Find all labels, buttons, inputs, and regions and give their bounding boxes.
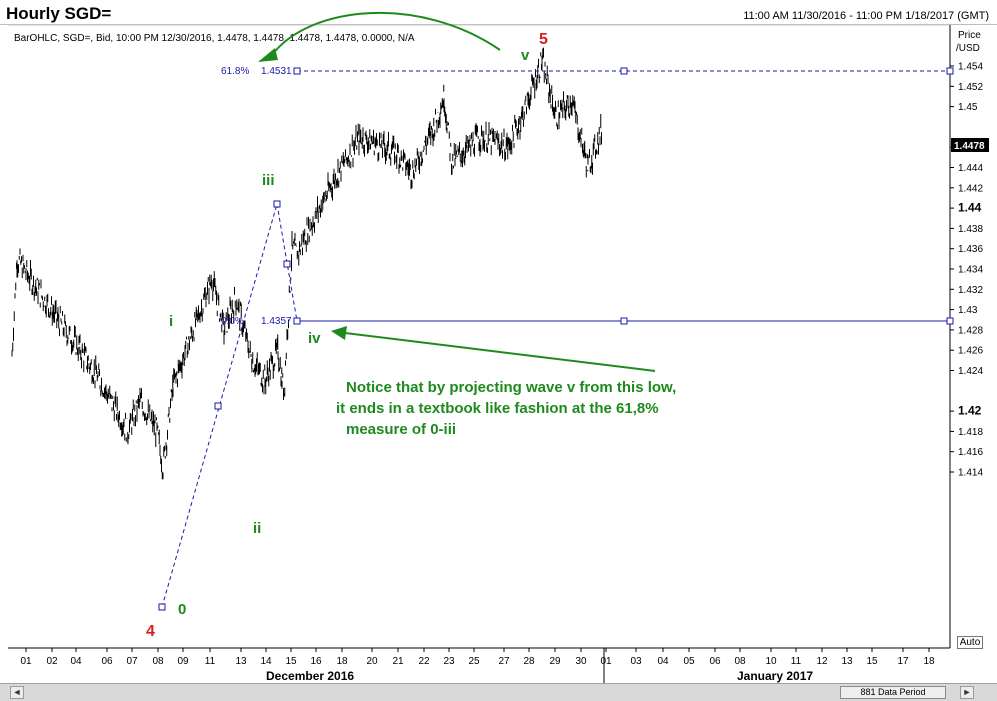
x-tick-label: 10 (765, 656, 777, 667)
y-tick-label: 1.442 (958, 183, 983, 194)
wave-label-5: 5 (539, 31, 548, 48)
x-tick-label: 13 (841, 656, 853, 667)
x-tick-label: 12 (816, 656, 828, 667)
annotation-line-3: measure of 0-iii (346, 421, 456, 438)
y-tick-label: 1.454 (958, 62, 983, 73)
x-tick-label: 04 (70, 656, 82, 667)
x-axis-ticks: 01 02 04 06 07 08 09 11 13 14 15 16 18 20 21 22 23 25 27 28… (20, 648, 935, 667)
curved-arrow (271, 11, 501, 56)
x-tick-label: 20 (366, 656, 378, 667)
y-tick-label: 1.44 (958, 201, 982, 215)
x-tick-label: 15 (285, 656, 297, 667)
y-tick-label: 1.418 (958, 427, 983, 438)
x-tick-label: 23 (443, 656, 455, 667)
curved-arrow-head (258, 48, 278, 62)
x-tick-label: 11 (791, 656, 802, 667)
last-price-box (951, 138, 989, 152)
y-tick-label: 1.43 (958, 305, 978, 316)
price-bars (11, 47, 602, 480)
y-tick-label: 1.434 (958, 265, 983, 276)
chart-title: Hourly SGD= (6, 4, 112, 23)
fib-618-price: 1.4531 (261, 66, 292, 77)
wave-label-ii: ii (253, 520, 261, 537)
x-tick-label: 03 (630, 656, 642, 667)
scroll-left-arrow-icon[interactable]: ◄ (10, 686, 24, 699)
y-tick-label: 1.452 (958, 82, 983, 93)
annotation-line-2: it ends in a textbook like fashion at th… (336, 400, 659, 417)
y-tick-label: 1.444 (958, 163, 983, 174)
wave-label-i: i (169, 313, 173, 330)
fib-0-pct: 0.0% (221, 316, 244, 327)
x-tick-label: 30 (575, 656, 587, 667)
wave-label-iv: iv (308, 330, 321, 347)
straight-arrow (344, 332, 656, 372)
x-tick-label: 06 (709, 656, 721, 667)
x-tick-label: 01 (600, 656, 612, 667)
x-tick-label: 04 (657, 656, 669, 667)
month-label-january: January 2017 (737, 669, 813, 683)
x-tick-label: 21 (392, 656, 404, 667)
x-tick-label: 11 (205, 656, 216, 667)
x-tick-label: 16 (310, 656, 322, 667)
fib-618-pct: 61.8% (221, 66, 249, 77)
y-tick-label: 1.438 (958, 224, 983, 235)
x-tick-label: 14 (260, 656, 272, 667)
scroll-right-arrow-icon[interactable]: ► (960, 686, 974, 699)
horizontal-scrollbar[interactable]: ◄ 881 Data Period ► (0, 683, 997, 701)
annotation-line-1: Notice that by projecting wave v from th… (346, 379, 676, 396)
y-tick-label: 1.432 (958, 285, 983, 296)
x-tick-label: 18 (923, 656, 935, 667)
price-axis-label: Price (958, 30, 981, 41)
y-tick-label: 1.414 (958, 468, 983, 479)
y-tick-label: 1.428 (958, 325, 983, 336)
x-tick-label: 01 (20, 656, 32, 667)
x-tick-label: 29 (549, 656, 561, 667)
y-tick-label: 1.45 (958, 102, 978, 113)
x-tick-label: 13 (235, 656, 247, 667)
y-tick-label: 1.424 (958, 366, 983, 377)
y-tick-label: 1.426 (958, 346, 983, 357)
y-tick-label: 1.436 (958, 244, 983, 255)
x-tick-label: 25 (468, 656, 480, 667)
y-tick-label: 1.416 (958, 447, 983, 458)
y-axis-ticks: 1.4541.4521.451.4461.4441.4421.441.4381.… (950, 62, 983, 479)
x-tick-label: 02 (46, 656, 58, 667)
date-range: 11:00 AM 11/30/2016 - 11:00 PM 1/18/2017… (743, 10, 989, 22)
x-tick-label: 09 (177, 656, 189, 667)
auto-scale-button[interactable]: Auto (957, 636, 983, 649)
x-tick-label: 27 (498, 656, 510, 667)
x-tick-label: 15 (866, 656, 878, 667)
last-price-label: 1.4478 (954, 141, 985, 152)
month-label-december: December 2016 (266, 669, 354, 683)
wave-label-iii: iii (262, 172, 275, 189)
x-tick-label: 22 (418, 656, 430, 667)
x-tick-label: 07 (126, 656, 138, 667)
scroll-thumb[interactable]: 881 Data Period (840, 686, 946, 699)
wave-label-4: 4 (146, 623, 155, 640)
x-tick-label: 06 (101, 656, 113, 667)
wave-label-v: v (521, 47, 530, 64)
x-tick-label: 08 (152, 656, 164, 667)
x-tick-label: 28 (523, 656, 535, 667)
y-tick-label: 1.42 (958, 404, 982, 418)
fib-handles[interactable] (158, 67, 954, 611)
straight-arrow-head (331, 326, 347, 340)
x-tick-label: 17 (897, 656, 909, 667)
x-tick-label: 05 (683, 656, 695, 667)
unit-axis-label: /USD (956, 43, 980, 54)
x-tick-label: 18 (336, 656, 348, 667)
fib-0-price: 1.4357 (261, 316, 292, 327)
x-tick-label: 08 (734, 656, 746, 667)
info-line: BarOHLC, SGD=, Bid, 10:00 PM 12/30/2016,… (14, 33, 415, 44)
wave-label-0: 0 (178, 601, 186, 618)
